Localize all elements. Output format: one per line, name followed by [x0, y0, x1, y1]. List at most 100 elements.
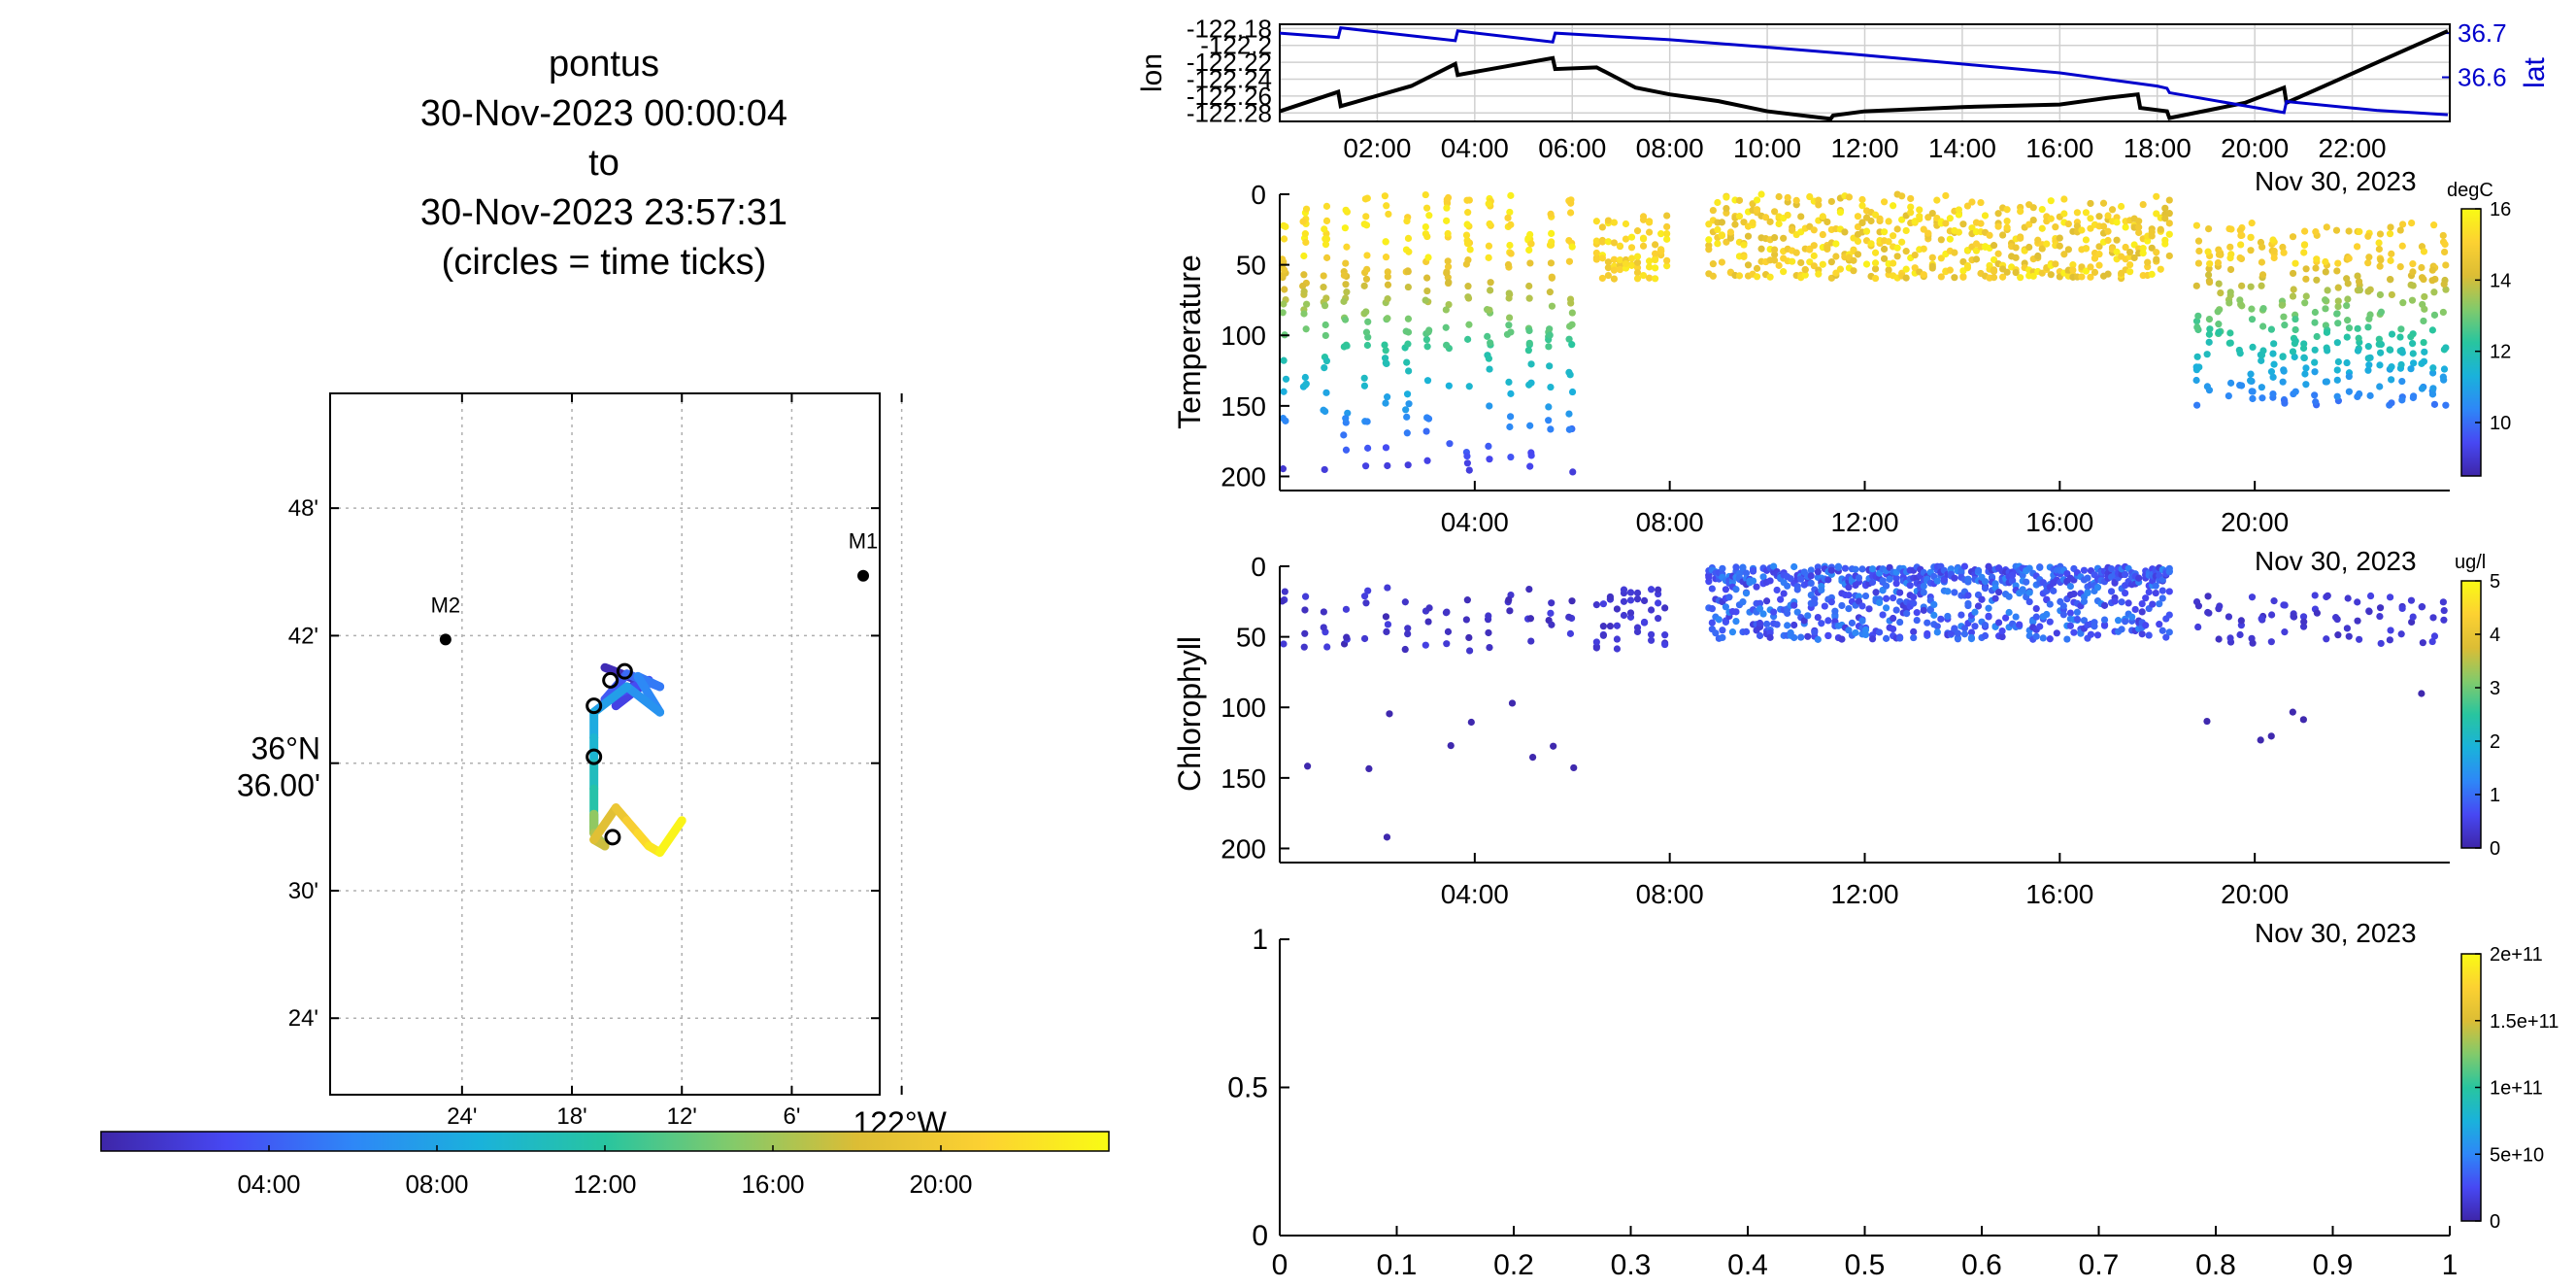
- temperature-dot: [2388, 376, 2395, 384]
- temperature-dot: [2410, 359, 2418, 367]
- chlorophyll-dot: [2299, 613, 2308, 621]
- chlorophyll-dot: [1508, 699, 1517, 707]
- temperature-dot: [1663, 212, 1671, 220]
- temperature-dot: [1942, 220, 1950, 227]
- temperature-dot: [1723, 205, 1730, 213]
- chlorophyll-dot: [2023, 578, 2030, 586]
- chlorophyll-dot: [1896, 634, 1904, 642]
- temperature-dot: [2161, 215, 2169, 222]
- temperature-dot: [2104, 270, 2112, 278]
- chlorophyll-dot: [1592, 601, 1600, 609]
- chlorophyll-dot: [1640, 596, 1649, 604]
- chlorophyll-dot: [1467, 718, 1475, 727]
- temperature-dot: [1425, 326, 1433, 334]
- title-line-1: pontus: [549, 44, 659, 85]
- temperature-dot: [1740, 219, 1748, 226]
- temperature-dot: [2270, 360, 2278, 368]
- temperature-dot: [1404, 315, 1413, 322]
- chlorophyll-dot: [2039, 634, 2047, 642]
- temperature-dot: [2060, 210, 2068, 218]
- temperature-dot: [2205, 315, 2214, 323]
- temperature-dot: [2440, 281, 2448, 288]
- temperature-dot: [1789, 257, 1796, 265]
- chlorophyll-dot: [2002, 614, 2010, 622]
- temperature-x-tick-label: 08:00: [1636, 507, 1704, 537]
- temperature-dot: [1444, 257, 1452, 265]
- chlorophyll-dot: [1742, 590, 1751, 597]
- temperature-dot: [1403, 390, 1412, 398]
- temperature-dot: [2355, 334, 2362, 342]
- temperature-dot: [1810, 242, 1818, 250]
- chlorophyll-dot: [2354, 617, 2361, 625]
- temperature-dot: [2365, 254, 2373, 261]
- chlorophyll-dot: [2386, 593, 2394, 601]
- chlorophyll-dot: [1739, 563, 1747, 571]
- lat-series-line: [1279, 26, 2449, 117]
- chlorophyll-dot: [1892, 574, 1900, 582]
- chlorophyll-dot: [2036, 623, 2044, 630]
- temperature-dot: [1928, 209, 1936, 218]
- temperature-dot: [2113, 236, 2121, 244]
- chlorophyll-dot: [1382, 613, 1390, 621]
- time-colorbar-tick-label: 20:00: [909, 1169, 972, 1199]
- temperature-dot: [1524, 347, 1532, 355]
- chlorophyll-dot: [2142, 622, 2150, 629]
- temperature-dot: [1898, 216, 1906, 223]
- chlorophyll-dot: [2215, 635, 2223, 643]
- chlorophyll-dot: [2050, 587, 2057, 594]
- temperature-dot: [2247, 283, 2255, 290]
- temperature-dot: [1928, 254, 1936, 261]
- chlorophyll-dot: [1626, 609, 1635, 617]
- chlorophyll-dot: [2053, 629, 2060, 637]
- chlorophyll-dot: [2043, 610, 2051, 619]
- temperature-dot: [1871, 259, 1880, 267]
- map-lat-tick-label: 36°N 36.00': [237, 731, 320, 803]
- temperature-dot: [1321, 331, 1329, 340]
- temperature-dot: [1404, 267, 1412, 276]
- temperature-dot: [1486, 402, 1493, 410]
- temperature-dot: [1797, 213, 1805, 220]
- temperature-dot: [1761, 214, 1770, 221]
- temperature-dot: [2236, 254, 2244, 262]
- chlorophyll-dot: [1762, 620, 1771, 628]
- time-colorbar-tick-label: 16:00: [741, 1169, 804, 1199]
- temperature-dot: [2099, 199, 2108, 207]
- temperature-dot: [1815, 270, 1823, 278]
- temperature-dot: [2238, 302, 2246, 310]
- temperature-dot: [2117, 202, 2125, 211]
- temperature-dot: [2428, 390, 2437, 398]
- chlorophyll-dot: [1944, 588, 1952, 595]
- empty-plot: 0 0.5 1 0 0.1 0.2 0.3 0.4 0.5 0.6 0.7 0.8 0.9 1 2e+11…: [1227, 924, 2559, 1281]
- temperature-dot: [2104, 212, 2112, 220]
- temperature-dot: [2345, 254, 2353, 262]
- temperature-dot: [1622, 259, 1630, 268]
- temperature-dot: [1301, 373, 1309, 382]
- chlorophyll-dot: [1613, 645, 1622, 653]
- temperature-dot: [1714, 198, 1722, 207]
- temperature-dot: [1657, 230, 1665, 238]
- chlorophyll-dot: [2158, 594, 2166, 602]
- temperature-dot: [1845, 193, 1854, 201]
- temperature-dot: [2322, 257, 2329, 266]
- temperature-dot: [1362, 308, 1370, 316]
- chlorophyll-dot: [1647, 630, 1656, 638]
- temperature-dot: [1902, 226, 1910, 235]
- temperature-dot: [2248, 388, 2256, 395]
- lonlat-lon-tick-label: -122.28: [1187, 98, 1272, 127]
- lonlat-x-tick-label: 10:00: [1733, 133, 1801, 163]
- chlorophyll-dot: [1811, 594, 1819, 603]
- temperature-dot: [2135, 223, 2143, 231]
- temperature-dot: [1565, 257, 1574, 265]
- chlorophyll-dot: [1994, 619, 2003, 627]
- chlorophyll-dot: [2100, 621, 2109, 628]
- temperature-dot: [2056, 234, 2063, 242]
- chlorophyll-dot: [1930, 611, 1938, 619]
- chlorophyll-dot: [1964, 592, 1972, 599]
- temperature-dot: [1740, 253, 1748, 260]
- chlorophyll-dot: [2281, 601, 2289, 609]
- temperature-dot: [2236, 350, 2244, 357]
- temperature-dot: [1955, 206, 1963, 214]
- chlorophyll-dot: [1858, 602, 1866, 610]
- temperature-dot: [1527, 449, 1535, 457]
- temperature-dot: [2064, 220, 2072, 228]
